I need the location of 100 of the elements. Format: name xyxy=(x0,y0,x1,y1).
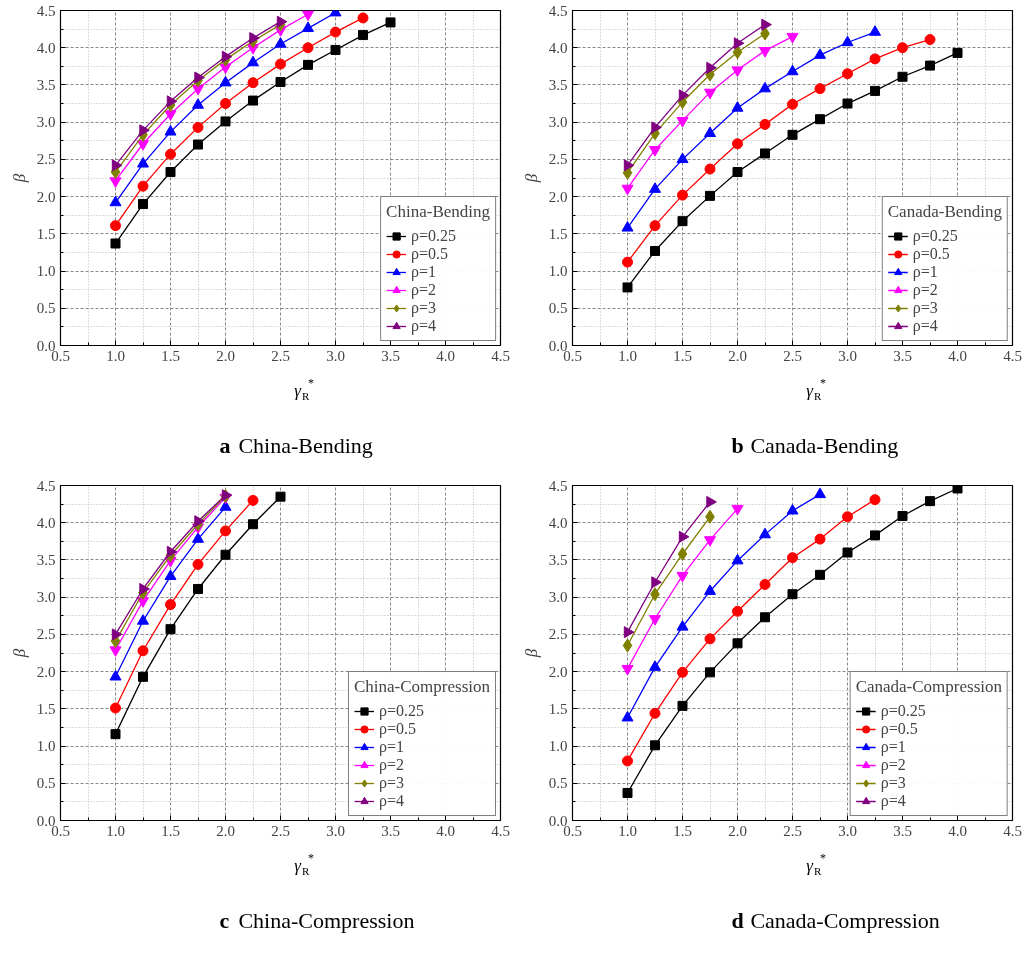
y-axis-title: β xyxy=(9,173,29,184)
x-tick-label: 3.5 xyxy=(381,822,400,839)
x-tick-label: 3.0 xyxy=(838,347,857,364)
text: Canada-Compression xyxy=(750,908,940,933)
legend-title: Canada-Bending xyxy=(887,202,1002,222)
x-tick-label: 2.5 xyxy=(783,347,802,364)
x-tick-label: 4.0 xyxy=(436,347,455,364)
x-tick-label: 3.0 xyxy=(838,822,857,839)
x-tick-label: 1.0 xyxy=(618,822,637,839)
text: b xyxy=(731,433,744,458)
y-tick-label: 3.5 xyxy=(36,76,56,93)
y-tick-label: 2.0 xyxy=(36,663,56,680)
x-tick-label: 2.5 xyxy=(783,822,802,839)
x-tick-label: 1.5 xyxy=(161,822,180,839)
legend-label: ρ=2 xyxy=(880,756,906,774)
legend-label: ρ=1 xyxy=(411,263,437,281)
x-tick-label: 2.0 xyxy=(216,822,235,839)
x-tick-label: 2.0 xyxy=(728,822,747,839)
x-tick-label: 3.5 xyxy=(381,347,400,364)
legend-title: China-Compression xyxy=(354,677,490,697)
x-tick-label: 2.5 xyxy=(271,347,290,364)
y-tick-label: 2.5 xyxy=(548,151,568,168)
y-axis-title: β xyxy=(521,173,541,184)
y-tick-label: 0.5 xyxy=(36,300,56,317)
legend-label: ρ=4 xyxy=(912,317,938,335)
legend-label: ρ=0.5 xyxy=(379,720,417,738)
x-tick-label: 3.5 xyxy=(893,347,912,364)
x-tick-label: 2.0 xyxy=(216,347,235,364)
legend-label: ρ=2 xyxy=(912,281,938,299)
x-tick-label: 2.5 xyxy=(271,822,290,839)
legend-label: ρ=0.5 xyxy=(912,245,950,263)
x-tick-label: 1.5 xyxy=(673,347,692,364)
x-tick-label: 4.0 xyxy=(948,347,967,364)
x-tick-label: 2.0 xyxy=(728,347,747,364)
legend-label: ρ=0.25 xyxy=(379,702,425,720)
y-tick-label: 4.0 xyxy=(548,514,568,531)
text: a xyxy=(219,433,231,458)
y-tick-label: 0.5 xyxy=(36,775,56,792)
x-tick-label: 1.0 xyxy=(106,822,125,839)
y-tick-label: 0.5 xyxy=(548,775,568,792)
legend-label: ρ=0.25 xyxy=(880,702,926,720)
y-tick-label: 1.5 xyxy=(36,225,56,242)
y-tick-label: 4.5 xyxy=(548,2,568,19)
y-tick-label: 2.5 xyxy=(548,626,568,643)
x-tick-label: 4.0 xyxy=(948,822,967,839)
y-tick-label: 1.5 xyxy=(548,225,568,242)
y-tick-label: 3.5 xyxy=(36,551,56,568)
y-tick-label: 3.0 xyxy=(36,589,56,606)
y-tick-label: 2.5 xyxy=(36,151,56,168)
x-tick-label: 1.0 xyxy=(618,347,637,364)
text: Canada-Bending xyxy=(750,433,899,458)
legend-label: ρ=2 xyxy=(411,281,437,299)
legend-label: ρ=1 xyxy=(379,738,405,756)
x-tick-label: 4.5 xyxy=(491,347,510,364)
y-tick-label: 2.5 xyxy=(36,626,56,643)
text: China-Bending xyxy=(238,433,373,458)
legend-label: ρ=1 xyxy=(912,263,938,281)
y-tick-label: 4.5 xyxy=(548,477,568,494)
legend-label: ρ=3 xyxy=(912,299,938,317)
y-tick-label: 1.0 xyxy=(36,738,56,755)
y-tick-label: 2.0 xyxy=(548,663,568,680)
y-tick-label: 1.0 xyxy=(548,738,568,755)
legend-title: Canada-Compression xyxy=(855,677,1002,697)
x-tick-label: 4.5 xyxy=(1003,347,1022,364)
y-tick-label: 4.5 xyxy=(36,477,56,494)
legend-label: ρ=3 xyxy=(379,774,405,792)
legend-label: ρ=0.25 xyxy=(411,227,457,245)
y-tick-label: 3.0 xyxy=(548,589,568,606)
text: d xyxy=(731,908,744,933)
legend-label: ρ=2 xyxy=(379,756,405,774)
legend-label: ρ=4 xyxy=(880,792,906,810)
x-tick-label: 4.5 xyxy=(1003,822,1022,839)
legend-label: ρ=1 xyxy=(880,738,906,756)
x-tick-label: 3.0 xyxy=(326,347,345,364)
y-tick-label: 4.0 xyxy=(36,39,56,56)
y-tick-label: 1.5 xyxy=(548,700,568,717)
legend-label: ρ=4 xyxy=(411,317,437,335)
y-tick-label: 3.5 xyxy=(548,551,568,568)
x-tick-label: 1.5 xyxy=(161,347,180,364)
y-axis-title: β xyxy=(9,648,29,659)
x-tick-label: 1.0 xyxy=(106,347,125,364)
legend-label: ρ=0.25 xyxy=(912,227,958,245)
y-tick-label: 3.0 xyxy=(36,114,56,131)
x-tick-label: 3.0 xyxy=(326,822,345,839)
y-tick-label: 3.0 xyxy=(548,114,568,131)
x-tick-label: 1.5 xyxy=(673,822,692,839)
text: China-Compression xyxy=(238,908,415,933)
y-tick-label: 1.5 xyxy=(36,700,56,717)
legend-title: China-Bending xyxy=(386,202,490,222)
legend-label: ρ=0.5 xyxy=(411,245,449,263)
legend-label: ρ=3 xyxy=(411,299,437,317)
y-tick-label: 4.0 xyxy=(548,39,568,56)
y-axis-title: β xyxy=(521,648,541,659)
legend-label: ρ=4 xyxy=(379,792,405,810)
y-tick-label: 2.0 xyxy=(548,188,568,205)
x-tick-label: 4.0 xyxy=(436,822,455,839)
y-tick-label: 1.0 xyxy=(36,263,56,280)
y-tick-label: 4.0 xyxy=(36,514,56,531)
legend-label: ρ=3 xyxy=(880,774,906,792)
x-tick-label: 4.5 xyxy=(491,822,510,839)
